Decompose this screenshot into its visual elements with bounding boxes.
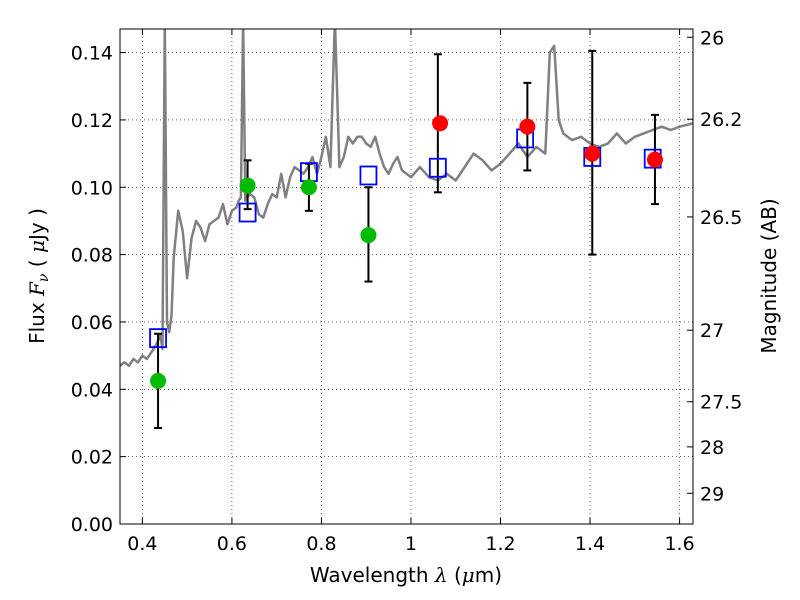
mag-tick-label: 26.5 <box>700 207 742 229</box>
y2-axis-label: Magnitude (AB) <box>757 198 781 353</box>
y-axis-label-unit-close: ) <box>25 208 49 216</box>
y-axis-label-unit-open: ( <box>25 259 49 267</box>
y-tick-label: 0.10 <box>71 177 113 199</box>
synthetic-point <box>238 202 257 223</box>
x-tick-label: 1.2 <box>485 533 515 555</box>
observed-green-point <box>239 177 256 194</box>
x-axis-label-symbol: λ <box>434 563 448 587</box>
observed-green-point <box>300 179 317 196</box>
x-tick-label: 1.4 <box>575 533 605 555</box>
x-tick-label: 1 <box>405 533 417 555</box>
synthetic-point <box>149 328 167 349</box>
y-tick-label: 0.02 <box>71 447 113 469</box>
mag-tick-label: 28 <box>700 437 724 459</box>
mag-tick-label: 26.2 <box>700 109 742 131</box>
observed-green-point <box>150 372 167 389</box>
y-axis-label-unit-mu: μ <box>25 240 49 253</box>
synthetic-point <box>359 165 378 186</box>
observed-red-point <box>432 115 449 132</box>
y-axis-label-prefix: Flux <box>25 302 49 344</box>
y-tick-label: 0.06 <box>71 312 113 334</box>
synthetic-point <box>428 157 447 178</box>
x-axis-label-prefix: Wavelength <box>310 563 429 587</box>
axis-ticks: 0.4 0.6 0.8 1 1.2 1.4 1.6 0.00 0.02 0.04 0.06 0.08 0… <box>71 27 743 555</box>
mag-tick-label: 26 <box>700 27 724 49</box>
x-tick-label: 1.6 <box>664 533 694 555</box>
model-spectrum-line <box>120 29 693 367</box>
y-axis-label-symbol: F <box>25 281 49 297</box>
observed-red-point <box>646 151 663 168</box>
observed-green-point <box>360 227 377 244</box>
grid <box>120 29 693 525</box>
mag-tick-label: 27.5 <box>700 392 742 414</box>
observed-red-point <box>584 145 601 162</box>
x-axis-label-unit-mu: μ <box>462 563 475 587</box>
y-tick-label: 0.08 <box>71 245 113 267</box>
y-tick-label: 0.12 <box>71 110 113 132</box>
x-tick-label: 0.8 <box>306 533 336 555</box>
y-tick-label: 0.00 <box>71 514 113 536</box>
mag-tick-label: 29 <box>700 483 724 505</box>
y-axis-label: Flux Fν ( μJy ) <box>25 208 52 344</box>
x-axis-label: Wavelength λ (μm) <box>310 563 502 587</box>
plot-frame <box>119 28 694 525</box>
observed-red-point <box>519 118 536 135</box>
plot-area <box>120 29 693 430</box>
y-tick-label: 0.14 <box>71 43 113 65</box>
y-axis-label-subscript: ν <box>36 273 52 282</box>
x-tick-label: 0.6 <box>217 533 247 555</box>
y-axis-label-unit-rest: Jy <box>25 222 49 242</box>
x-tick-label: 0.4 <box>127 533 157 555</box>
mag-tick-label: 27 <box>700 320 724 342</box>
y-tick-label: 0.04 <box>71 379 113 401</box>
x-axis-label-unit-open: ( <box>454 563 462 587</box>
x-axis-label-unit-rest: m) <box>475 563 502 587</box>
